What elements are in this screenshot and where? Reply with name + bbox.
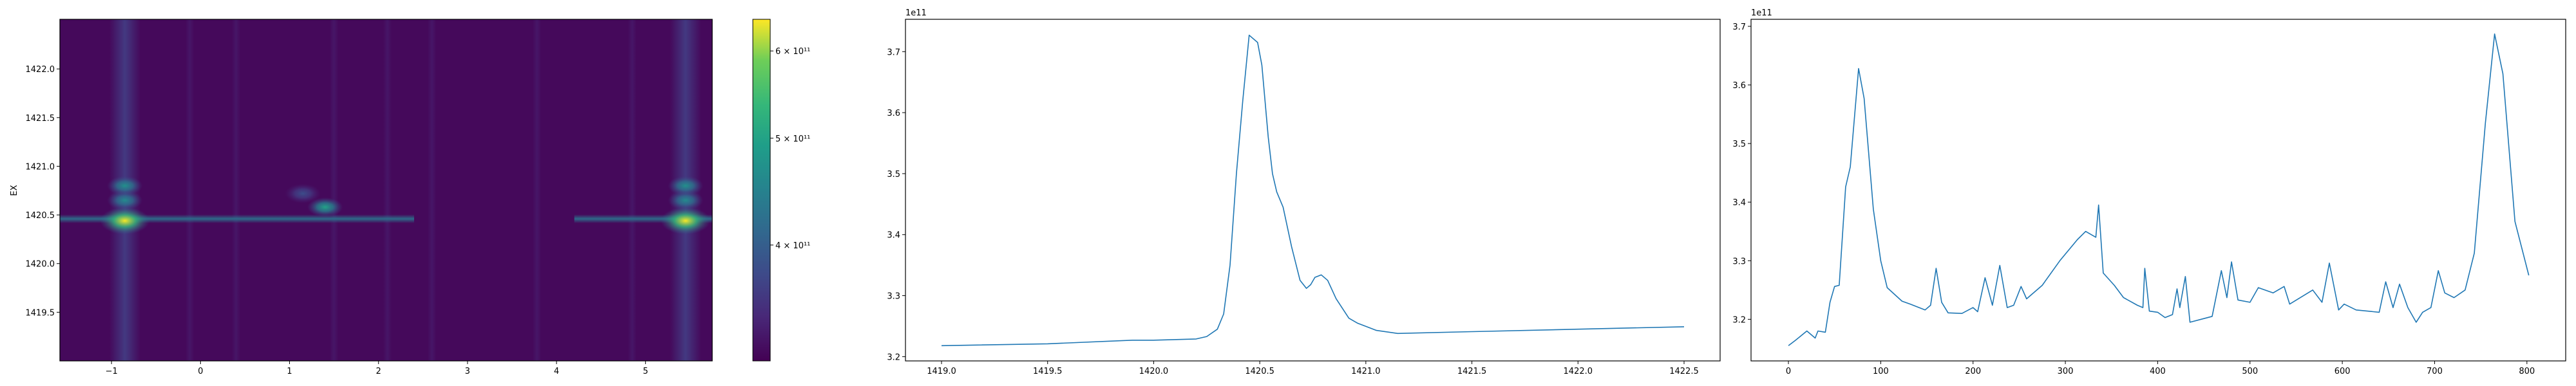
- axes-frame: [1750, 19, 2566, 362]
- heatmap-vertical-band: [383, 19, 392, 361]
- x-tick-label: 0: [198, 367, 203, 376]
- colorbar-tick-label: 5 × 10¹¹: [775, 134, 810, 144]
- y-tick-label: 3.4: [887, 231, 900, 241]
- series-line: [1788, 33, 2530, 346]
- y-tick-label: 1421.5: [26, 114, 55, 124]
- y-tick-label: 3.7: [887, 48, 900, 57]
- x-tick-label: 1420.0: [1139, 367, 1169, 376]
- heatmap-ylabel: EX: [10, 185, 19, 196]
- x-tick-label: 1422.5: [1669, 367, 1699, 376]
- x-tick-label: 1420.5: [1245, 367, 1274, 376]
- colorbar-tick-label: 6 × 10¹¹: [775, 47, 810, 57]
- y-tick-label: 3.5: [1732, 140, 1746, 149]
- y-tick-label: 1422.0: [26, 65, 55, 75]
- x-tick-label: 100: [1873, 367, 1889, 376]
- x-tick-label: −1: [106, 367, 118, 376]
- x-tick-label: 1421.5: [1457, 367, 1487, 376]
- y-tick-label: 3.5: [887, 170, 900, 179]
- heatmap-vertical-band: [627, 19, 637, 361]
- y-tick-label: 3.3: [1732, 257, 1746, 266]
- x-tick-label: 1419.0: [927, 367, 956, 376]
- y-tick-label: 1419.5: [26, 308, 55, 318]
- x-tick-label: 1422.0: [1564, 367, 1593, 376]
- heatmap-hotspot: [100, 207, 150, 235]
- heatmap-image: [60, 19, 712, 361]
- y-tick-label: 3.4: [1732, 198, 1746, 208]
- x-tick-label: 0: [1786, 367, 1791, 376]
- y-tick-label: 3.7: [1732, 23, 1746, 32]
- y-tick-label: 3.2: [887, 353, 900, 362]
- line-chart-index: 1e11 0 100 200 300 400 500 600 700 800 3.2 3.3 3.4 3…: [1732, 8, 2566, 376]
- x-tick-label: 700: [2427, 367, 2443, 376]
- x-tick-label: 5: [643, 367, 648, 376]
- heatmap-vertical-band: [329, 19, 339, 361]
- x-tick-label: 1419.5: [1033, 367, 1063, 376]
- x-tick-label: 1421.0: [1351, 367, 1381, 376]
- x-tick-label: 400: [2150, 367, 2166, 376]
- x-tick-label: 800: [2519, 367, 2535, 376]
- y-tick-label: 1420.5: [26, 211, 55, 221]
- y-tick-label: 3.6: [887, 109, 900, 118]
- heatmap-hotspot: [107, 176, 143, 196]
- x-tick-label: 500: [2242, 367, 2258, 376]
- colorbar-fill: [752, 19, 771, 362]
- axes-frame: [905, 19, 1721, 362]
- colorbar: 4 × 10¹¹ 5 × 10¹¹ 6 × 10¹¹: [752, 19, 810, 362]
- x-tick-label: 2: [376, 367, 381, 376]
- y-tick-label: 3.6: [1732, 81, 1746, 91]
- y-tick-label: 1420.0: [26, 260, 55, 270]
- y-tick-label: 3.2: [1732, 315, 1746, 325]
- heatmap-vertical-band: [532, 19, 542, 361]
- x-tick-label: 200: [1965, 367, 1981, 376]
- colorbar-tick-label: 4 × 10¹¹: [775, 241, 810, 251]
- y-tick-label: 3.3: [887, 292, 900, 302]
- x-tick-label: 1: [287, 367, 292, 376]
- heatmap-hotspot: [660, 207, 711, 235]
- y-tick-label: 1421.0: [26, 162, 55, 172]
- line-chart-frequency: 1e11 1419.0 1419.5 1420.0 1420.5 1421.0 1421.…: [887, 8, 1721, 376]
- series-line: [941, 34, 1685, 347]
- x-tick-label: 3: [465, 367, 470, 376]
- offset-text: 1e11: [905, 8, 927, 18]
- x-tick-label: 600: [2334, 367, 2351, 376]
- heatmap-panel: EX −1 0 1 2 3 4 5 1419.5 1420.0 1420.5 1421.0 1421.…: [10, 19, 713, 376]
- x-tick-label: 300: [2058, 367, 2074, 376]
- heatmap-hotspot: [667, 190, 704, 210]
- axes-frame: [59, 19, 713, 362]
- offset-text: 1e11: [1751, 8, 1772, 18]
- heatmap-hotspot: [285, 183, 321, 203]
- heatmap-hotspot: [667, 176, 704, 196]
- x-tick-label: 4: [554, 367, 559, 376]
- heatmap-hotspot: [307, 197, 343, 217]
- heatmap-vertical-band: [231, 19, 241, 361]
- heatmap-vertical-band: [427, 19, 437, 361]
- heatmap-vertical-band: [185, 19, 194, 361]
- heatmap-hotspot: [107, 190, 143, 210]
